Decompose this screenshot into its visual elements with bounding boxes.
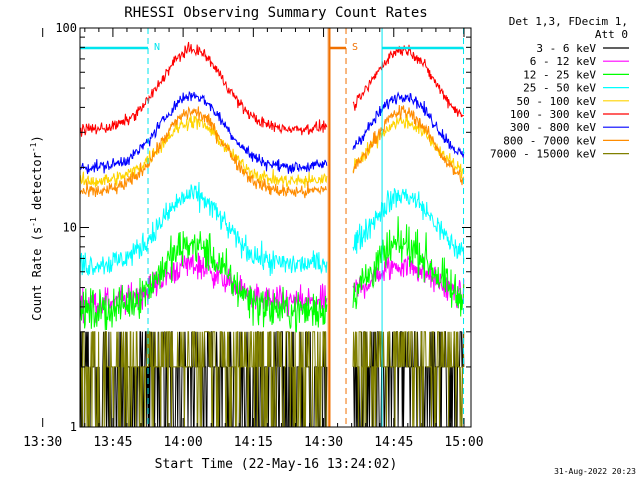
y-axis-label-mid: detector <box>30 152 44 217</box>
x-tick-label: 13:30 <box>23 435 62 450</box>
y-axis-label-end: ) <box>30 135 44 142</box>
x-tick-label: 14:00 <box>164 435 203 450</box>
y-axis-label-exp1: -1 <box>29 217 38 227</box>
chart-title: RHESSI Observing Summary Count Rates <box>124 5 427 21</box>
flag-label: S <box>352 42 358 53</box>
x-tick-label: 14:15 <box>234 435 273 450</box>
series-line <box>352 188 465 262</box>
x-tick-label: 15:00 <box>444 435 483 450</box>
y-tick-label: 10 <box>63 221 77 235</box>
legend-label: 3 - 6 keV <box>536 42 596 55</box>
legend-label: 12 - 25 keV <box>523 68 596 81</box>
x-axis-label: Start Time (22-May-16 13:24:02) <box>155 457 398 472</box>
y-tick-label: 100 <box>55 21 77 35</box>
y-tick-label: 1 <box>70 420 77 434</box>
series-line <box>352 44 465 118</box>
x-tick-label: 14:45 <box>374 435 413 450</box>
legend-label: 100 - 300 keV <box>510 108 596 121</box>
legend-label: 300 - 800 keV <box>510 121 596 134</box>
series-line <box>352 216 465 317</box>
flag-label: N <box>154 42 160 53</box>
series-line <box>79 331 327 428</box>
series-line <box>352 331 465 428</box>
legend-label: 50 - 100 keV <box>517 95 597 108</box>
tick-layer: 13:30 13:45 14:00 14:15 14:30 14:45 15:00 1 10 10… <box>23 21 483 450</box>
y-axis-label: Count Rate (s-1 detector-1) <box>29 135 44 320</box>
legend-label: 25 - 50 keV <box>523 82 596 95</box>
legend-label: 6 - 12 keV <box>530 55 597 68</box>
series-line <box>352 91 465 159</box>
legend-header-line-2: Att 0 <box>595 28 628 41</box>
x-tick-label: 13:45 <box>93 435 132 450</box>
timestamp: 31-Aug-2022 20:23 <box>554 467 636 476</box>
x-tick-label: 14:30 <box>304 435 343 450</box>
legend-label: 800 - 7000 keV <box>503 134 596 147</box>
y-axis-label-main: Count Rate (s <box>30 227 44 321</box>
legend-header-line-1: Det 1,3, FDecim 1, <box>509 15 628 28</box>
series-line <box>352 104 465 186</box>
y-axis-label-exp2: -1 <box>29 142 38 152</box>
legend-label: 7000 - 15000 keV <box>490 148 596 161</box>
